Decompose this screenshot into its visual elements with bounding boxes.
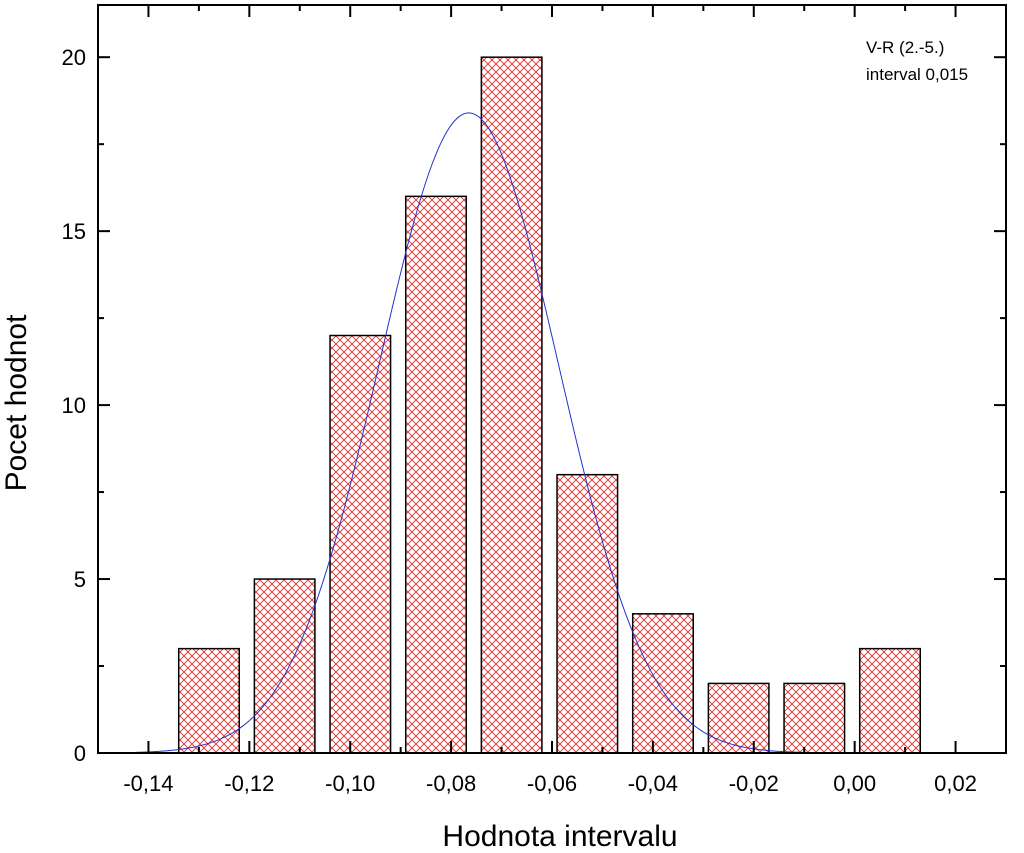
histogram-bar (631, 613, 694, 754)
x-tick-label: -0,14 (123, 771, 173, 796)
y-tick-label: 15 (62, 219, 86, 244)
x-axis-tick-labels: -0,14 -0,12 -0,10 -0,08 -0,06 -0,04 -0,02 0,00 0… (123, 771, 977, 796)
histogram-bar (177, 647, 240, 754)
y-tick-label: 5 (74, 567, 86, 592)
annotation-line-2: interval 0,015 (866, 65, 968, 84)
histogram-bar (858, 647, 921, 754)
x-tick-label: 0,00 (833, 771, 876, 796)
x-tick-label: -0,08 (426, 771, 476, 796)
plot-frame (97, 4, 1007, 754)
histogram-bar (329, 334, 392, 754)
x-tick-label: -0,10 (325, 771, 375, 796)
y-axis-title: Pocet hodnot (0, 314, 33, 491)
x-tick-label: 0,02 (934, 771, 977, 796)
histogram-bar (253, 578, 316, 754)
x-axis-title: Hodnota intervalu (442, 820, 677, 853)
gaussian-fit-curve (135, 112, 843, 754)
y-axis-ticks (98, 56, 1006, 754)
x-tick-label: -0,04 (628, 771, 678, 796)
histogram-bar (404, 195, 467, 754)
histogram-bar (707, 682, 770, 754)
y-tick-label: 20 (62, 45, 86, 70)
y-tick-label: 10 (62, 393, 86, 418)
x-tick-label: -0,06 (527, 771, 577, 796)
histogram-bar (480, 56, 543, 754)
x-tick-label: -0,02 (729, 771, 779, 796)
x-axis-ticks (147, 5, 957, 753)
annotation-line-1: V-R (2.-5.) (866, 38, 944, 57)
y-axis-tick-labels: 0 5 10 15 20 (62, 45, 86, 766)
histogram-bar (783, 682, 846, 754)
histogram-bar (556, 473, 619, 754)
histogram-bars (177, 56, 921, 754)
y-tick-label: 0 (74, 741, 86, 766)
x-tick-label: -0,12 (224, 771, 274, 796)
